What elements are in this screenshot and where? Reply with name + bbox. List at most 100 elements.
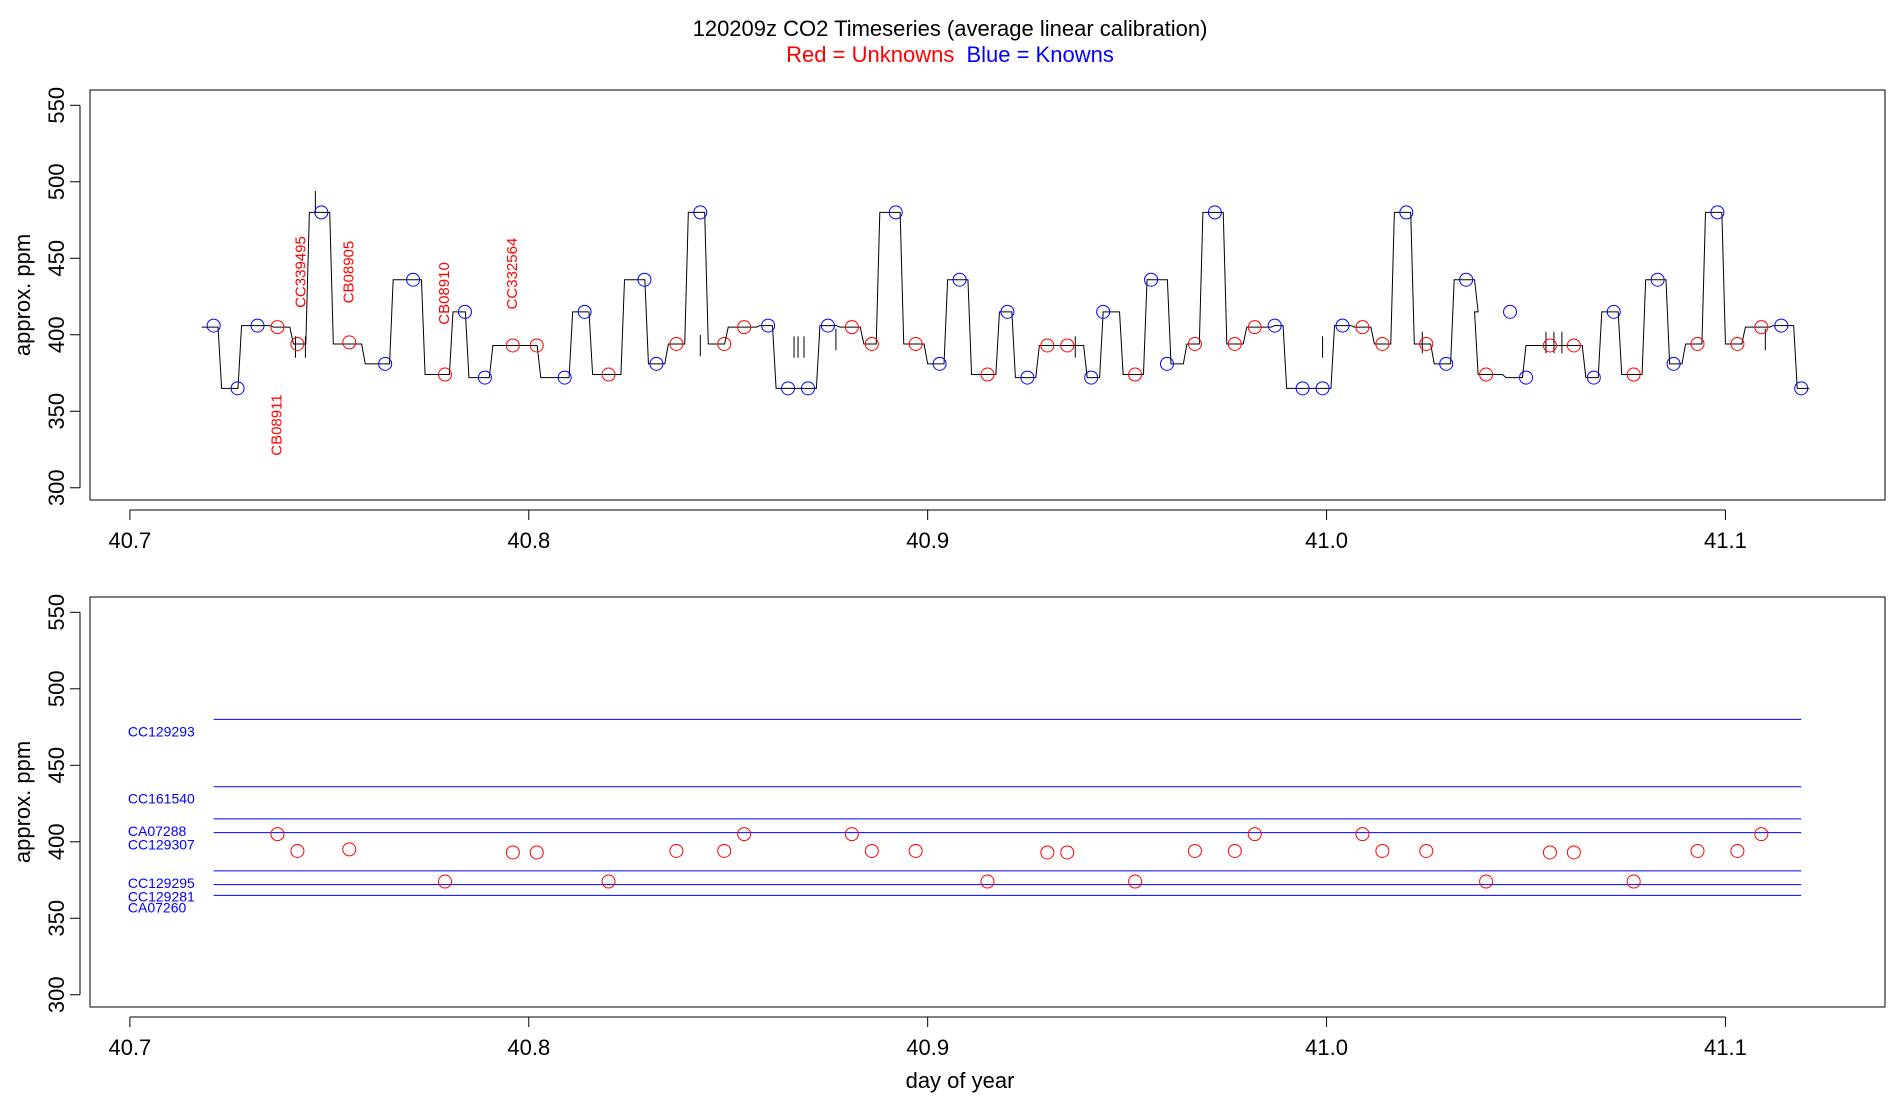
unknown-point xyxy=(844,827,859,842)
top-x-tick-label: 40.9 xyxy=(906,528,949,553)
legend-unknowns: Red = Unknowns xyxy=(786,42,954,67)
unknown-point xyxy=(342,842,357,857)
standard-label: CA07260 xyxy=(128,899,187,915)
bottom-x-tick-label: 41.1 xyxy=(1704,1035,1747,1060)
top-y-tick-label: 300 xyxy=(44,469,69,506)
top-panel: 40.7 40.8 40.9 41.0 41.1 300 350 400 450 500 550 a… xyxy=(10,87,1886,553)
cylinder-annotation: CC332564 xyxy=(504,238,521,310)
unknown-point xyxy=(864,336,879,351)
known-point xyxy=(1606,304,1621,319)
unknown-point xyxy=(438,367,453,382)
unknown-point xyxy=(1730,336,1745,351)
unknown-point xyxy=(908,336,923,351)
known-point xyxy=(761,318,776,333)
unknown-point xyxy=(1626,367,1641,382)
unknown-point xyxy=(529,338,544,353)
top-x-tick-label: 40.7 xyxy=(108,528,151,553)
top-axes: 40.7 40.8 40.9 41.0 41.1 300 350 400 450 500 550 xyxy=(44,87,1747,553)
unknown-point xyxy=(980,874,995,889)
unknown-point xyxy=(669,336,684,351)
known-point xyxy=(1295,381,1310,396)
known-point xyxy=(1519,370,1533,385)
standard-label: CC161540 xyxy=(128,791,195,807)
unknown-point xyxy=(1187,336,1202,351)
unknown-point xyxy=(1355,827,1370,842)
top-x-tick-label: 41.0 xyxy=(1305,528,1348,553)
bottom-x-tick-label: 40.7 xyxy=(108,1035,151,1060)
known-point xyxy=(378,356,393,371)
known-point xyxy=(1666,356,1681,371)
unknown-point xyxy=(1187,843,1202,858)
known-point xyxy=(1315,381,1330,396)
known-point xyxy=(888,205,903,220)
cylinder-annotation: CB08905 xyxy=(340,241,357,304)
unknown-point xyxy=(1128,874,1143,889)
known-point xyxy=(1586,370,1601,385)
unknown-point xyxy=(1419,336,1434,351)
known-point xyxy=(557,370,572,385)
unknown-point xyxy=(601,367,616,382)
top-plot-marks: CB08911 CC339495 CB08905 CB08910 CC332564 xyxy=(201,190,1810,456)
unknown-point xyxy=(1419,843,1434,858)
cylinder-annotation: CC339495 xyxy=(292,236,309,308)
unknown-point xyxy=(1040,845,1055,860)
unknown-point xyxy=(1479,874,1494,889)
known-point xyxy=(637,272,652,287)
unknown-point xyxy=(1566,338,1581,353)
bottom-y-tick-label: 450 xyxy=(44,747,69,784)
unknown-point xyxy=(1626,874,1641,889)
known-point xyxy=(1267,318,1282,333)
known-point xyxy=(477,370,492,385)
unknown-point xyxy=(1227,336,1242,351)
unknown-point xyxy=(1040,338,1055,353)
top-y-tick-label: 450 xyxy=(44,240,69,277)
known-point xyxy=(1084,370,1099,385)
known-point xyxy=(952,272,967,287)
unknown-point xyxy=(737,827,752,842)
standard-label: CC129281 xyxy=(128,889,195,905)
bottom-y-tick-label: 550 xyxy=(44,594,69,631)
known-point xyxy=(1503,304,1518,319)
chart-title: 120209z CO2 Timeseries (average linear c… xyxy=(693,16,1208,41)
known-point xyxy=(314,205,329,220)
unknown-point xyxy=(601,874,616,889)
unknown-point xyxy=(1227,843,1242,858)
bottom-plot-marks: CC129293CC161540CA07288CC129307CC129295C… xyxy=(128,718,1802,915)
bottom-y-tick-label: 350 xyxy=(44,900,69,937)
unknown-point xyxy=(1060,845,1075,860)
unknown-point xyxy=(1060,338,1075,353)
known-point xyxy=(1160,356,1174,371)
known-point xyxy=(1207,205,1222,220)
known-point xyxy=(932,356,947,371)
bottom-y-tick-label: 500 xyxy=(44,670,69,707)
top-y-tick-label: 550 xyxy=(44,87,69,124)
known-point xyxy=(1459,272,1474,287)
known-point xyxy=(1774,318,1789,333)
unknown-point xyxy=(1375,843,1390,858)
standard-label: CC129307 xyxy=(128,837,195,853)
known-point xyxy=(693,205,708,220)
cylinder-annotation: CB08911 xyxy=(268,394,285,455)
unknown-point xyxy=(1690,843,1705,858)
unknown-point xyxy=(737,320,752,335)
top-y-axis-label: approx. ppm xyxy=(10,234,35,356)
unknown-point xyxy=(1247,320,1262,335)
known-point xyxy=(457,304,472,319)
unknown-point xyxy=(505,338,520,353)
bottom-axes: 40.7 40.8 40.9 41.0 41.1 300 350 400 450 500 550 xyxy=(44,594,1747,1060)
unknown-point xyxy=(980,367,995,382)
known-point xyxy=(250,318,265,333)
bottom-x-tick-label: 41.0 xyxy=(1305,1035,1348,1060)
bottom-x-tick-label: 40.8 xyxy=(507,1035,550,1060)
unknown-point xyxy=(1730,843,1745,858)
known-point xyxy=(230,381,245,396)
unknown-point xyxy=(529,845,544,860)
known-point xyxy=(649,356,664,371)
top-plot-frame xyxy=(89,89,1886,501)
unknown-point xyxy=(270,320,285,335)
unknown-point xyxy=(505,845,520,860)
top-x-tick-label: 40.8 xyxy=(507,528,550,553)
unknown-point xyxy=(864,843,879,858)
unknown-point xyxy=(908,843,923,858)
unknown-point xyxy=(1754,320,1769,335)
